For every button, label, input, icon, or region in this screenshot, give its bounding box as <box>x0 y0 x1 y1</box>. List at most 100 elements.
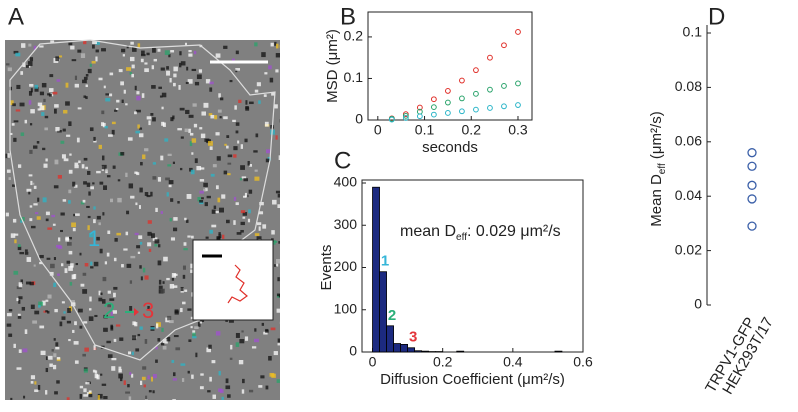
speckle-dot <box>127 351 131 355</box>
speckle-dot <box>245 100 248 105</box>
speckle-dot <box>272 199 277 205</box>
speckle-dot <box>95 41 100 45</box>
speckle-dot <box>190 316 194 320</box>
speckle-dot <box>129 56 135 62</box>
marker <box>430 96 437 103</box>
speckle-dot <box>255 133 259 138</box>
speckle-dot <box>70 45 75 50</box>
bar <box>379 271 387 353</box>
speckle-dot <box>90 186 95 190</box>
speckle-dot <box>107 303 111 308</box>
speckle-dot <box>209 81 214 85</box>
y-tick-label: 0.04 <box>675 187 702 203</box>
speckle-dot <box>187 308 192 311</box>
speckle-dot <box>235 202 239 206</box>
speckle-dot <box>168 184 172 188</box>
speckle-dot <box>221 194 226 199</box>
speckle-dot <box>60 212 65 216</box>
panel-label: D <box>708 3 725 30</box>
speckle-dot <box>125 172 128 178</box>
speckle-dot <box>158 86 162 89</box>
speckle-dot <box>215 53 221 58</box>
x-tick-label: 0 <box>369 354 377 370</box>
speckle-dot <box>18 296 23 300</box>
speckle-dot <box>65 101 70 106</box>
speckle-dot <box>172 161 175 165</box>
speckle-dot <box>92 182 95 185</box>
speckle-dot <box>13 270 19 275</box>
speckle-dot <box>247 218 251 223</box>
speckle-dot <box>59 321 63 327</box>
marker <box>416 113 423 120</box>
speckle-dot <box>254 328 257 332</box>
speckle-dot <box>7 67 12 72</box>
speckle-dot <box>166 277 170 281</box>
speckle-dot <box>172 372 176 377</box>
speckle-dot <box>45 211 50 216</box>
speckle-dot <box>61 154 66 159</box>
speckle-dot <box>139 187 143 193</box>
speckle-dot <box>30 180 33 186</box>
speckle-dot <box>153 58 157 62</box>
speckle-dot <box>105 93 110 96</box>
speckle-dot <box>8 309 13 312</box>
speckle-dot <box>187 370 190 374</box>
y-tick-label: 0.06 <box>675 133 702 149</box>
speckle-dot <box>211 224 217 228</box>
speckle-dot <box>130 255 136 259</box>
y-tick-label: 0 <box>355 111 363 127</box>
speckle-dot <box>70 263 74 268</box>
speckle-dot <box>253 338 259 343</box>
speckle-dot <box>139 265 142 269</box>
speckle-dot <box>87 215 91 219</box>
speckle-dot <box>101 110 105 115</box>
speckle-dot <box>103 185 108 190</box>
speckle-dot <box>198 69 203 73</box>
speckle-dot <box>74 321 77 326</box>
speckle-dot <box>51 349 54 352</box>
speckle-dot <box>167 315 172 321</box>
speckle-dot <box>215 210 219 214</box>
speckle-dot <box>32 182 35 185</box>
speckle-dot <box>134 111 137 115</box>
speckle-dot <box>49 74 54 78</box>
speckle-dot <box>68 250 73 255</box>
speckle-dot <box>160 155 164 161</box>
speckle-dot <box>199 179 205 182</box>
x-tick-label: 0.6 <box>573 354 593 370</box>
speckle-dot <box>189 167 193 172</box>
speckle-dot <box>8 333 13 337</box>
x-tick-label: 0.2 <box>433 354 453 370</box>
speckle-dot <box>38 301 43 307</box>
speckle-dot <box>56 244 61 248</box>
speckle-dot <box>52 91 58 95</box>
speckle-dot <box>18 349 22 353</box>
speckle-dot <box>140 161 143 166</box>
speckle-dot <box>205 79 211 84</box>
speckle-dot <box>277 204 280 209</box>
speckle-dot <box>170 198 174 202</box>
marker <box>444 99 451 106</box>
speckle-dot <box>36 216 41 220</box>
speckle-dot <box>277 343 280 346</box>
speckle-dot <box>151 233 155 239</box>
speckle-dot <box>186 66 189 71</box>
speckle-dot <box>74 83 79 88</box>
speckle-dot <box>37 108 41 111</box>
speckle-dot <box>27 64 31 68</box>
speckle-dot <box>200 133 206 139</box>
speckle-dot <box>22 348 28 353</box>
speckle-dot <box>275 53 280 58</box>
speckle-dot <box>29 149 33 154</box>
speckle-dot <box>45 218 49 222</box>
speckle-dot <box>192 332 196 337</box>
speckle-dot <box>191 152 194 155</box>
speckle-dot <box>136 91 140 95</box>
speckle-dot <box>99 181 104 185</box>
speckle-dot <box>64 268 68 274</box>
speckle-dot <box>92 44 95 49</box>
speckle-dot <box>82 353 86 357</box>
speckle-dot <box>61 263 64 267</box>
speckle-dot <box>137 251 141 254</box>
speckle-dot <box>30 304 35 309</box>
